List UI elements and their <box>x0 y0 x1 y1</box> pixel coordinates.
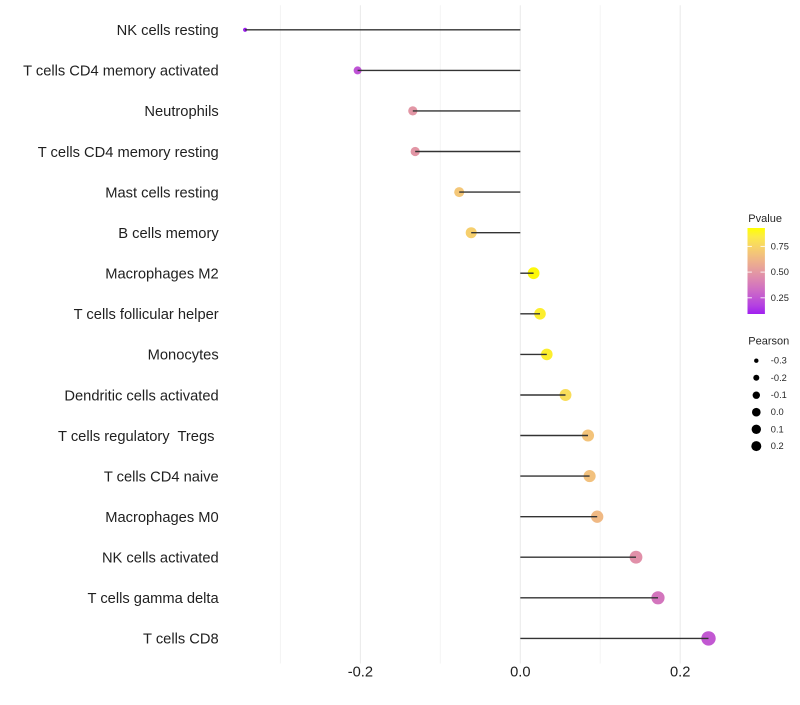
svg-text:Pearson: Pearson <box>748 336 789 348</box>
svg-text:0.75: 0.75 <box>771 242 789 252</box>
svg-text:0.0: 0.0 <box>510 665 530 681</box>
svg-text:Macrophages M0: Macrophages M0 <box>105 510 218 526</box>
svg-text:0.1: 0.1 <box>771 424 784 434</box>
svg-text:Monocytes: Monocytes <box>148 348 219 364</box>
svg-text:Macrophages M2: Macrophages M2 <box>105 267 218 283</box>
svg-text:0.2: 0.2 <box>670 665 690 681</box>
svg-text:-0.2: -0.2 <box>771 373 787 383</box>
svg-text:-0.3: -0.3 <box>771 356 787 366</box>
svg-text:0.50: 0.50 <box>771 267 789 277</box>
svg-text:NK cells resting: NK cells resting <box>117 23 219 39</box>
svg-text:Pvalue: Pvalue <box>748 213 782 225</box>
svg-text:T cells CD8: T cells CD8 <box>143 632 219 648</box>
svg-text:-0.2: -0.2 <box>348 665 373 681</box>
svg-text:T cells regulatory Tregs: T cells regulatory Tregs <box>58 429 214 445</box>
svg-text:-0.1: -0.1 <box>771 390 787 400</box>
svg-text:T cells CD4 memory activated: T cells CD4 memory activated <box>23 64 219 80</box>
svg-text:B cells memory: B cells memory <box>118 226 219 242</box>
svg-text:T cells gamma delta: T cells gamma delta <box>88 591 220 607</box>
svg-text:0.2: 0.2 <box>771 441 784 451</box>
svg-text:0.25: 0.25 <box>771 293 789 303</box>
svg-text:Neutrophils: Neutrophils <box>144 104 218 120</box>
svg-text:0.0: 0.0 <box>771 407 784 417</box>
svg-text:Dendritic cells activated: Dendritic cells activated <box>64 388 218 404</box>
svg-text:T cells CD4 memory resting: T cells CD4 memory resting <box>38 145 219 161</box>
svg-text:T cells follicular helper: T cells follicular helper <box>74 307 219 323</box>
svg-text:NK cells activated: NK cells activated <box>102 551 219 567</box>
svg-text:T cells CD4 naive: T cells CD4 naive <box>104 469 219 485</box>
svg-text:Mast cells resting: Mast cells resting <box>105 185 218 201</box>
